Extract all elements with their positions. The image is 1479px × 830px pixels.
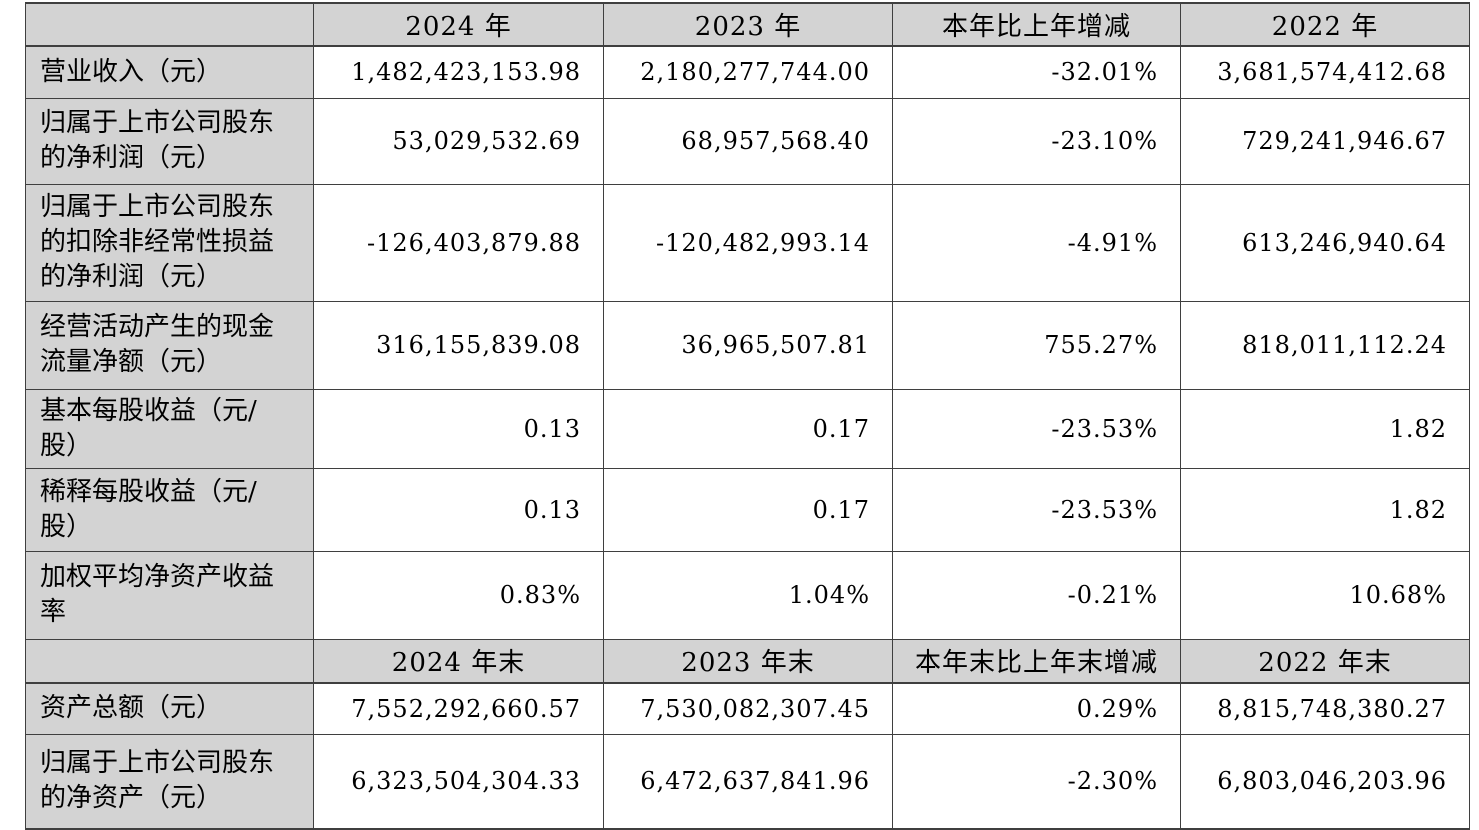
row-label: 资产总额（元） bbox=[25, 682, 314, 735]
cell-value: 0.13 bbox=[313, 467, 604, 552]
table-row-revenue: 营业收入（元） 1,482,423,153.98 2,180,277,744.0… bbox=[25, 45, 1470, 99]
cell-value: 36,965,507.81 bbox=[603, 300, 893, 390]
table-row-basic-eps: 基本每股收益（元/股） 0.13 0.17 -23.53% 1.82 bbox=[25, 388, 1470, 469]
header-corner-blank bbox=[25, 2, 314, 47]
table-row-net-assets: 归属于上市公司股东的净资产（元） 6,323,504,304.33 6,472,… bbox=[25, 733, 1470, 830]
cell-value: -4.91% bbox=[892, 183, 1181, 302]
cell-value: 3,681,574,412.68 bbox=[1180, 45, 1470, 99]
cell-value: 2,180,277,744.00 bbox=[603, 45, 893, 99]
cell-value: 68,957,568.40 bbox=[603, 97, 893, 185]
cell-value: 818,011,112.24 bbox=[1180, 300, 1470, 390]
cell-value: 1.82 bbox=[1180, 388, 1470, 469]
col-header-2024-year-end: 2024 年末 bbox=[313, 638, 604, 684]
cell-value: 0.29% bbox=[892, 682, 1181, 735]
row-label: 归属于上市公司股东的净资产（元） bbox=[25, 733, 314, 830]
cell-value: -0.21% bbox=[892, 550, 1181, 640]
cell-value: 8,815,748,380.27 bbox=[1180, 682, 1470, 735]
cell-value: -23.10% bbox=[892, 97, 1181, 185]
cell-value: -23.53% bbox=[892, 467, 1181, 552]
cell-value: -126,403,879.88 bbox=[313, 183, 604, 302]
cell-value: 316,155,839.08 bbox=[313, 300, 604, 390]
financial-summary-table: 2024 年 2023 年 本年比上年增减 2022 年 营业收入（元） 1,4… bbox=[25, 2, 1470, 830]
row-label: 加权平均净资产收益率 bbox=[25, 550, 314, 640]
table-row-net-profit: 归属于上市公司股东的净利润（元） 53,029,532.69 68,957,56… bbox=[25, 97, 1470, 185]
row-label: 归属于上市公司股东的扣除非经常性损益的净利润（元） bbox=[25, 183, 314, 302]
cell-value: 1.82 bbox=[1180, 467, 1470, 552]
header-corner-blank bbox=[25, 638, 314, 684]
cell-value: 1.04% bbox=[603, 550, 893, 640]
col-header-2022: 2022 年 bbox=[1180, 2, 1470, 47]
cell-value: 6,323,504,304.33 bbox=[313, 733, 604, 830]
cell-value: 1,482,423,153.98 bbox=[313, 45, 604, 99]
cell-value: 0.17 bbox=[603, 467, 893, 552]
cell-value: 6,803,046,203.96 bbox=[1180, 733, 1470, 830]
cell-value: 0.83% bbox=[313, 550, 604, 640]
col-header-yoy-change: 本年比上年增减 bbox=[892, 2, 1181, 47]
cell-value: 729,241,946.67 bbox=[1180, 97, 1470, 185]
row-label: 基本每股收益（元/股） bbox=[25, 388, 314, 469]
cell-value: 7,530,082,307.45 bbox=[603, 682, 893, 735]
cell-value: -2.30% bbox=[892, 733, 1181, 830]
cell-value: 10.68% bbox=[1180, 550, 1470, 640]
table-header-row-annual: 2024 年 2023 年 本年比上年增减 2022 年 bbox=[25, 2, 1470, 47]
row-label: 稀释每股收益（元/股） bbox=[25, 467, 314, 552]
cell-value: 0.17 bbox=[603, 388, 893, 469]
table-header-row-year-end: 2024 年末 2023 年末 本年末比上年末增减 2022 年末 bbox=[25, 638, 1470, 684]
table-row-weighted-avg-roe: 加权平均净资产收益率 0.83% 1.04% -0.21% 10.68% bbox=[25, 550, 1470, 640]
cell-value: 0.13 bbox=[313, 388, 604, 469]
col-header-year-end-change: 本年末比上年末增减 bbox=[892, 638, 1181, 684]
col-header-2024: 2024 年 bbox=[313, 2, 604, 47]
cell-value: 53,029,532.69 bbox=[313, 97, 604, 185]
table-row-diluted-eps: 稀释每股收益（元/股） 0.13 0.17 -23.53% 1.82 bbox=[25, 467, 1470, 552]
table-row-net-profit-deducted: 归属于上市公司股东的扣除非经常性损益的净利润（元） -126,403,879.8… bbox=[25, 183, 1470, 302]
row-label: 营业收入（元） bbox=[25, 45, 314, 99]
cell-value: 7,552,292,660.57 bbox=[313, 682, 604, 735]
row-label: 归属于上市公司股东的净利润（元） bbox=[25, 97, 314, 185]
col-header-2022-year-end: 2022 年末 bbox=[1180, 638, 1470, 684]
cell-value: -23.53% bbox=[892, 388, 1181, 469]
table-row-total-assets: 资产总额（元） 7,552,292,660.57 7,530,082,307.4… bbox=[25, 682, 1470, 735]
col-header-2023-year-end: 2023 年末 bbox=[603, 638, 893, 684]
cell-value: 755.27% bbox=[892, 300, 1181, 390]
row-label: 经营活动产生的现金流量净额（元） bbox=[25, 300, 314, 390]
cell-value: 613,246,940.64 bbox=[1180, 183, 1470, 302]
col-header-2023: 2023 年 bbox=[603, 2, 893, 47]
cell-value: 6,472,637,841.96 bbox=[603, 733, 893, 830]
table-row-operating-cash-flow: 经营活动产生的现金流量净额（元） 316,155,839.08 36,965,5… bbox=[25, 300, 1470, 390]
cell-value: -120,482,993.14 bbox=[603, 183, 893, 302]
cell-value: -32.01% bbox=[892, 45, 1181, 99]
